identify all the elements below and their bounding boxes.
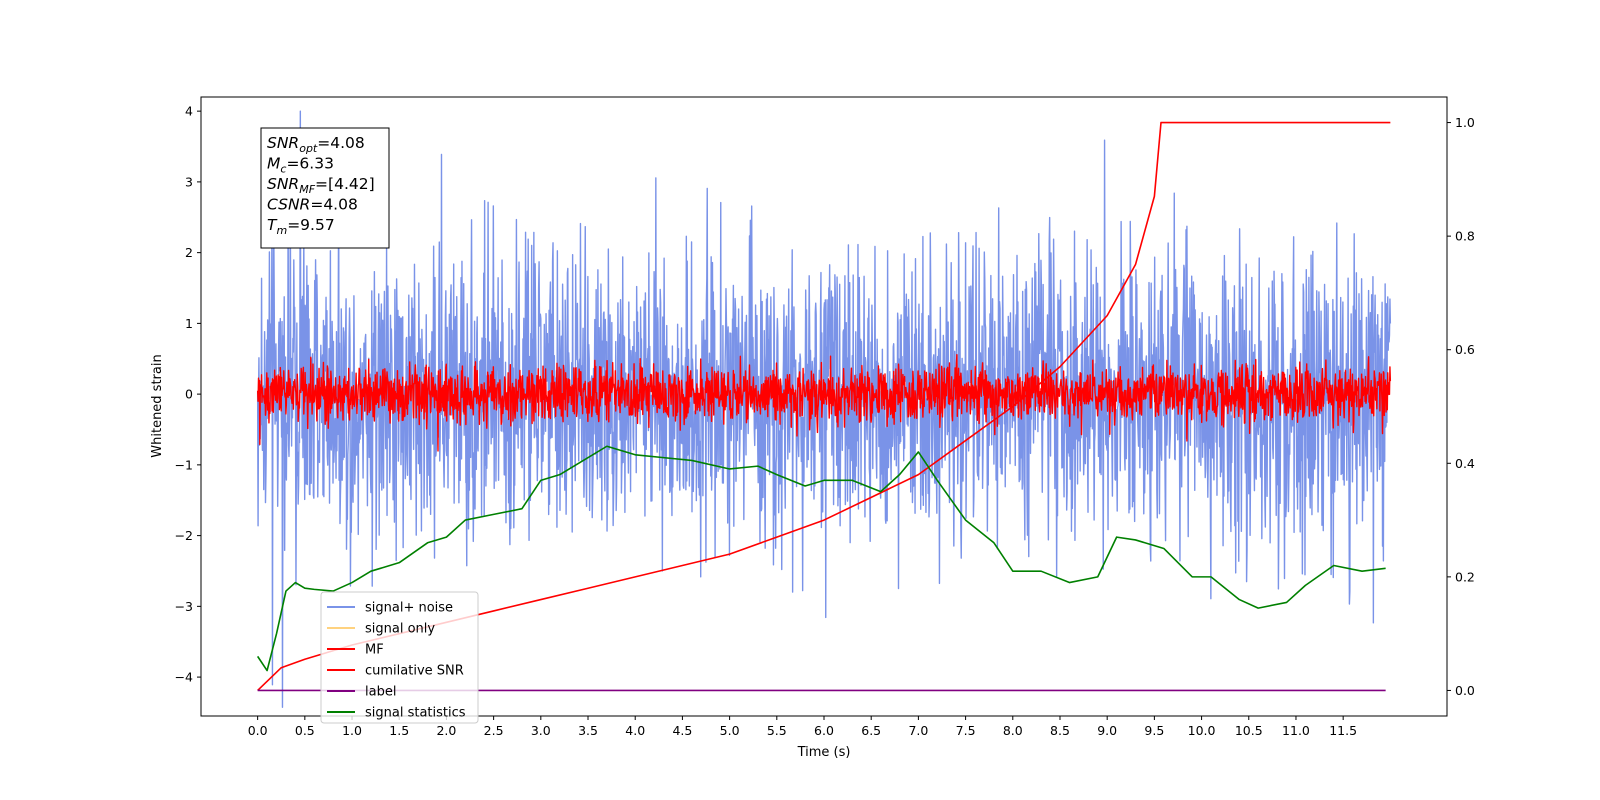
x-tick-label: 10.5 — [1235, 723, 1263, 738]
x-tick-label: 1.0 — [342, 723, 362, 738]
x-tick-label: 1.5 — [389, 723, 409, 738]
x-tick-label: 2.5 — [484, 723, 504, 738]
series-signal-statistics — [256, 445, 1386, 672]
y-tick-label: 1 — [185, 316, 193, 331]
x-tick-label: 8.0 — [1003, 723, 1023, 738]
legend-label: signal statistics — [365, 706, 466, 721]
x-tick-label: 7.0 — [908, 723, 928, 738]
x-tick-label: 7.5 — [956, 723, 976, 738]
info-value: =9.57 — [287, 216, 335, 234]
y-tick-label: 4 — [185, 104, 193, 119]
x-tick-label: 10.0 — [1188, 723, 1216, 738]
info-value: =4.08 — [310, 196, 358, 214]
x-tick-label: 0.0 — [248, 723, 268, 738]
y-tick-label: −2 — [175, 528, 193, 543]
y-tick-label: −4 — [175, 670, 193, 685]
info-value: =[4.42] — [315, 175, 375, 193]
x-axis-label: Time (s) — [797, 745, 851, 760]
y2-tick-label: 0.0 — [1455, 683, 1475, 698]
legend-frame — [320, 591, 479, 724]
y-tick-label: 0 — [185, 387, 193, 402]
x-tick-label: 0.5 — [295, 723, 315, 738]
y2-tick-label: 0.2 — [1455, 569, 1475, 584]
x-tick-label: 5.0 — [720, 723, 740, 738]
info-value: =4.08 — [317, 134, 365, 152]
x-axis: 0.0 0.5 1.0 1.5 2.0 2.5 3.0 3.5 4.0 4.5 5.0 5.5 6.0 6… — [248, 716, 1357, 738]
x-tick-label: 11.5 — [1329, 723, 1357, 738]
info-symbol: M — [267, 155, 280, 173]
info-line: Tm=9.57 — [267, 216, 335, 237]
legend-label: signal+ noise — [365, 601, 453, 616]
info-lines: SNRopt=4.08Mc=6.33SNRMF=[4.42]CSNR=4.08T… — [267, 134, 375, 237]
info-line: Mc=6.33 — [267, 155, 334, 176]
y-tick-label: 3 — [185, 174, 193, 189]
y2-tick-label: 0.6 — [1455, 342, 1475, 357]
y-axis-right: 0.0 0.2 0.4 0.6 0.8 1.0 — [1447, 115, 1475, 698]
legend-entries: signal+ noise signal only MF cumilative SNR… — [327, 601, 466, 721]
x-tick-label: 5.5 — [767, 723, 787, 738]
info-line: SNRMF=[4.42] — [267, 175, 375, 196]
info-value: =6.33 — [286, 155, 334, 173]
info-box-frame — [260, 127, 390, 249]
x-tick-label: 11.0 — [1282, 723, 1310, 738]
info-symbol: SNR — [267, 134, 299, 152]
info-subscript: c — [280, 163, 286, 176]
x-tick-label: 6.0 — [814, 723, 834, 738]
legend: signal+ noise signal only MF cumilative SNR… — [320, 591, 479, 724]
y2-tick-label: 0.8 — [1455, 229, 1475, 244]
y-tick-label: −3 — [175, 599, 193, 614]
y-axis-left: 4 3 2 1 0 −1 −2 −3 −4 — [175, 104, 201, 685]
info-symbol: CSNR — [267, 196, 310, 214]
x-tick-label: 4.0 — [625, 723, 645, 738]
series-mf — [256, 353, 1392, 452]
x-tick-label: 9.0 — [1097, 723, 1117, 738]
info-subscript: opt — [299, 142, 318, 155]
x-tick-label: 8.5 — [1050, 723, 1070, 738]
legend-label: signal only — [365, 622, 435, 637]
info-subscript: m — [276, 224, 287, 237]
legend-label: label — [365, 685, 396, 700]
x-tick-label: 2.0 — [436, 723, 456, 738]
info-line: SNRopt=4.08 — [267, 134, 365, 155]
y2-tick-label: 1.0 — [1455, 115, 1475, 130]
legend-label: MF — [365, 643, 384, 658]
x-tick-label: 4.5 — [672, 723, 692, 738]
x-tick-label: 3.5 — [578, 723, 598, 738]
info-symbol: SNR — [267, 175, 299, 193]
info-symbol: T — [267, 216, 278, 234]
info-subscript: MF — [299, 183, 315, 196]
y-axis-label: Whitened strain — [150, 354, 165, 457]
info-box: SNRopt=4.08Mc=6.33SNRMF=[4.42]CSNR=4.08T… — [260, 127, 390, 249]
y-tick-label: 2 — [185, 245, 193, 260]
y-tick-label: −1 — [175, 457, 193, 472]
x-tick-label: 9.5 — [1144, 723, 1164, 738]
x-tick-label: 6.5 — [861, 723, 881, 738]
y2-tick-label: 0.4 — [1455, 456, 1475, 471]
legend-label: cumilative SNR — [365, 664, 464, 679]
x-tick-label: 3.0 — [531, 723, 551, 738]
info-line: CSNR=4.08 — [267, 196, 358, 214]
